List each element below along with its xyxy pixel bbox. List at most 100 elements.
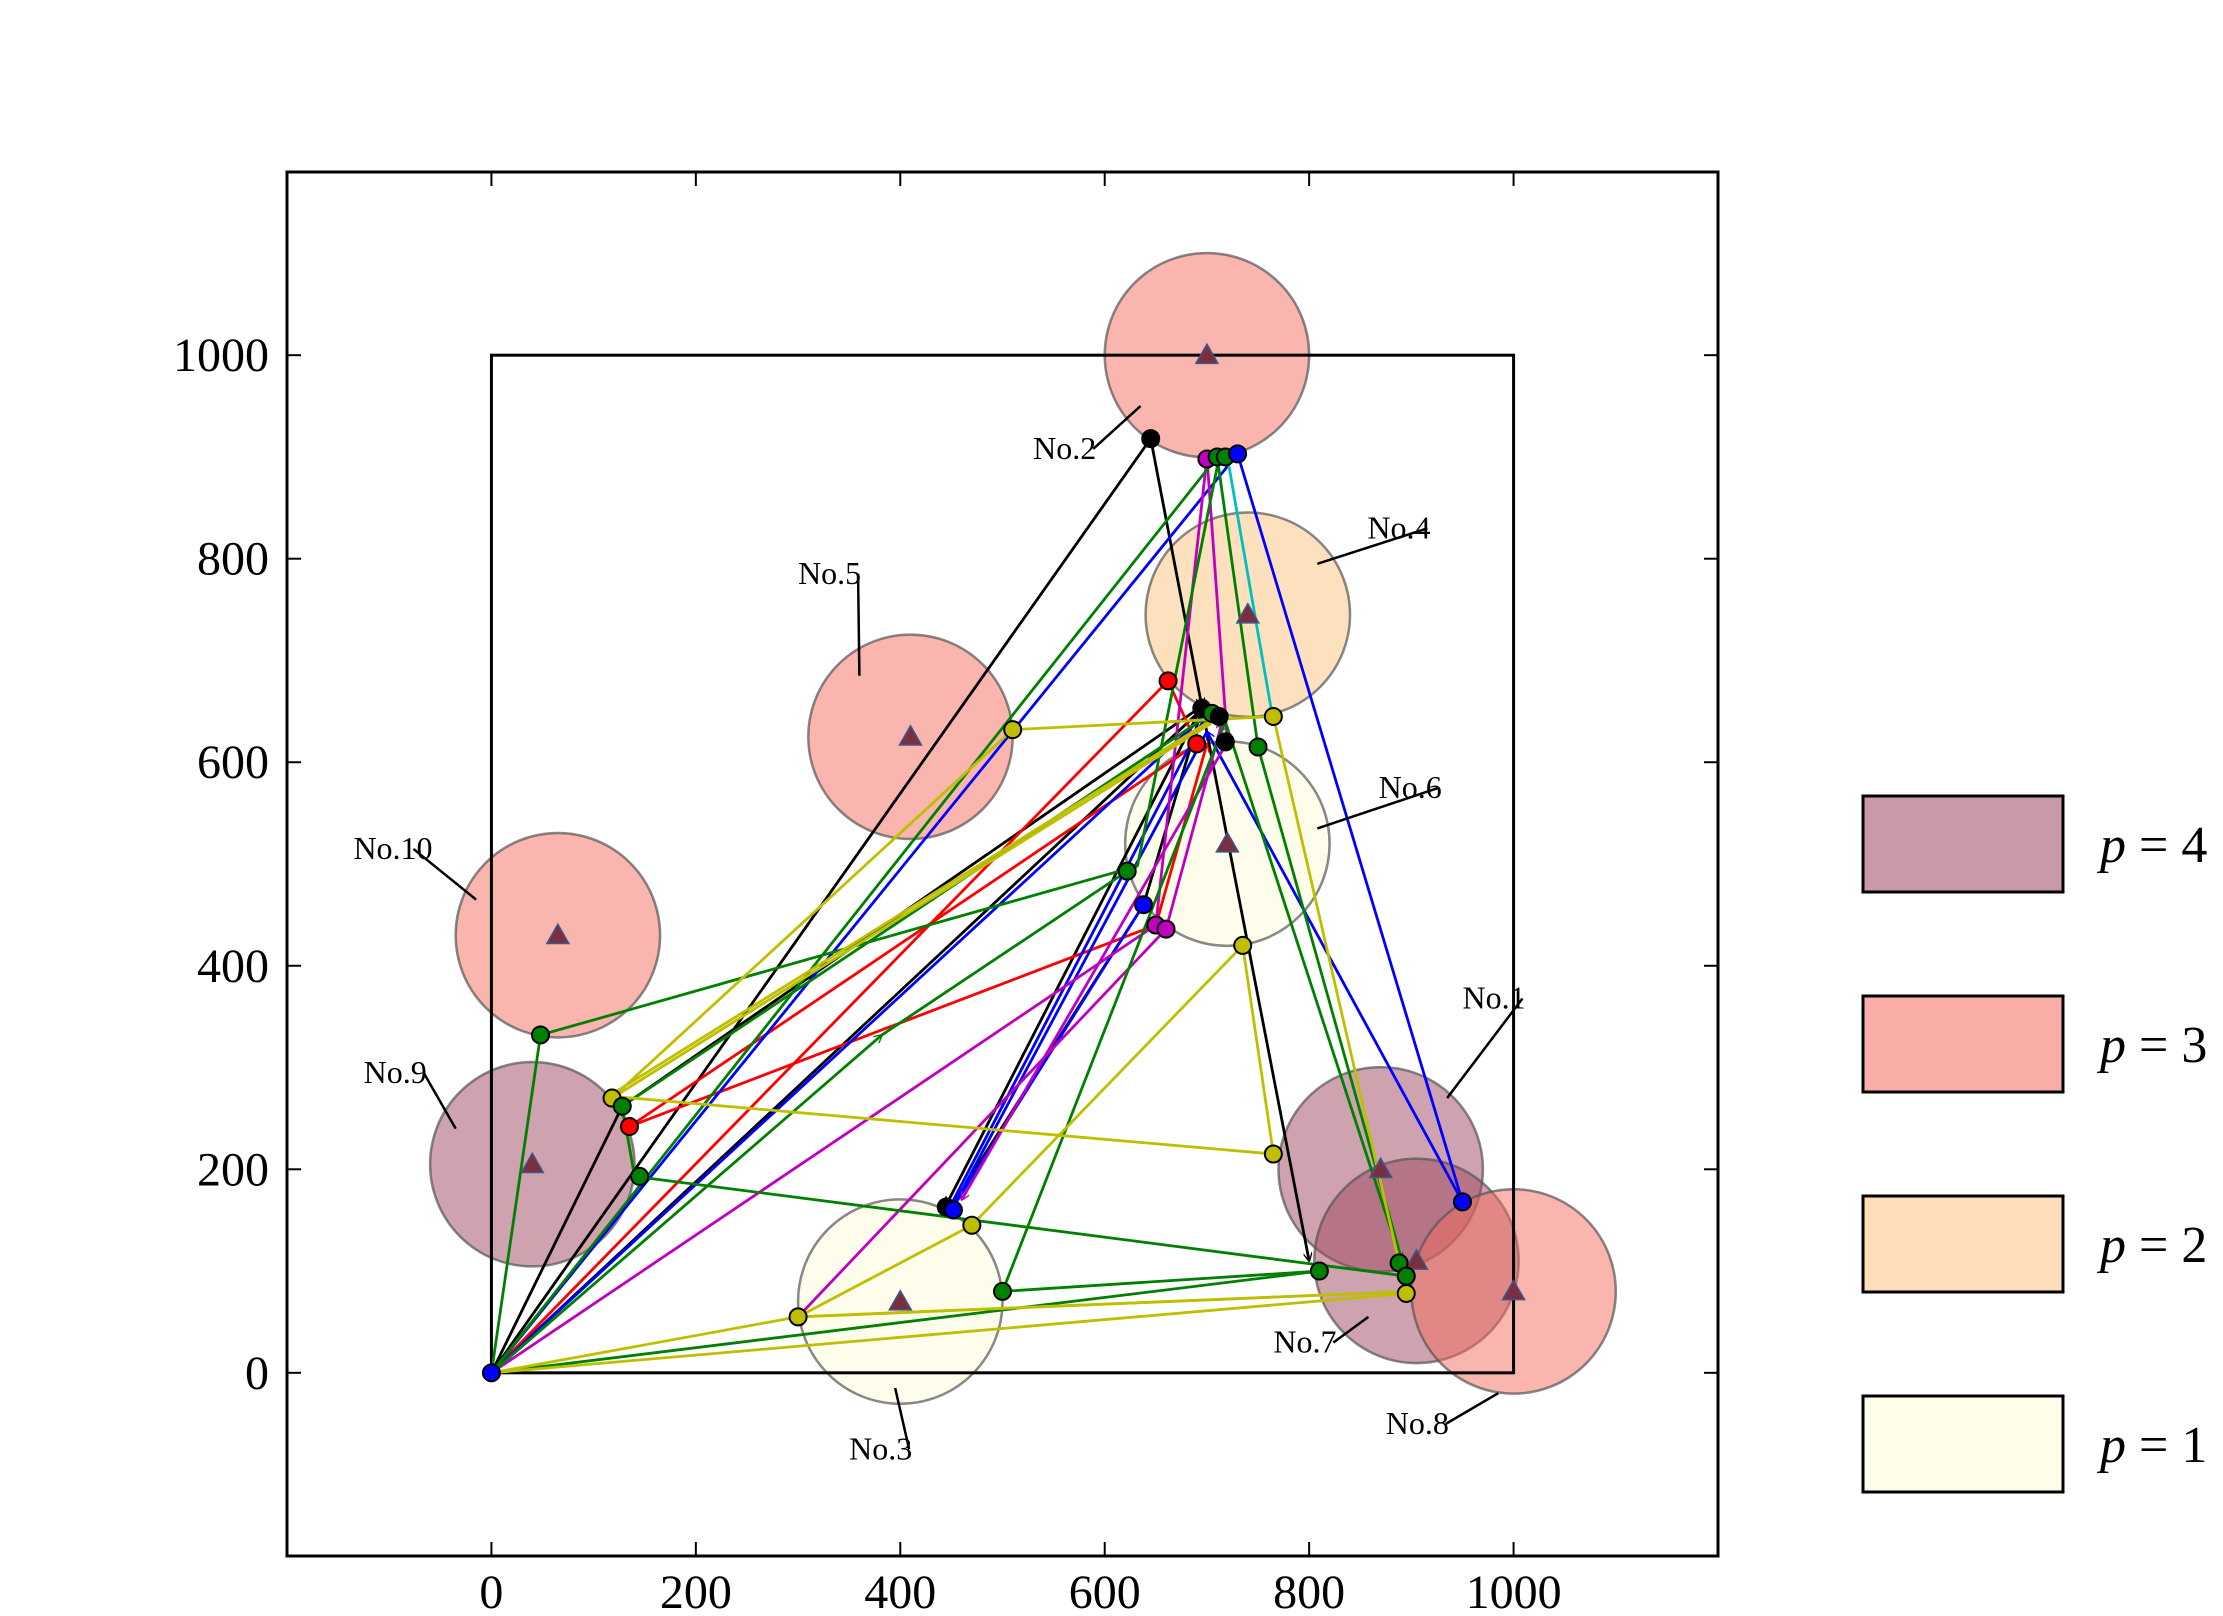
zone-leader-5 <box>856 574 861 676</box>
zone-label-9: No.9 <box>364 1054 427 1090</box>
path-5-segment-2 <box>1236 453 1463 1202</box>
waypoint-32 <box>1309 1261 1329 1281</box>
path-11-segment-2 <box>1215 456 1258 747</box>
waypoint-15 <box>1003 720 1023 740</box>
path-11-segment-4 <box>635 1176 1407 1278</box>
path-4-segment-1 <box>490 681 1168 1374</box>
waypoint-31 <box>1263 1144 1283 1164</box>
zone-leader-3 <box>893 1387 911 1450</box>
waypoint-34 <box>1396 1266 1416 1286</box>
path-6-segment-2 <box>948 712 1209 1208</box>
zone-label-6: No.6 <box>1379 769 1442 805</box>
waypoint-24 <box>619 1117 639 1137</box>
zone-center-marker-7 <box>1404 1248 1429 1270</box>
path-12-segment-1 <box>490 1035 540 1374</box>
path-14-segment-1 <box>491 1293 1406 1375</box>
y-tick-label-4: 600 <box>197 736 269 789</box>
path-10-segment-2 <box>1003 1269 1320 1291</box>
zone-leader-9 <box>422 1072 457 1130</box>
zone-center-marker-8 <box>1501 1278 1526 1301</box>
waypoint-17 <box>1134 895 1154 915</box>
waypoint-6 <box>1228 444 1248 464</box>
x-tick-label-2: 200 <box>660 1566 732 1616</box>
path-12-segment-2 <box>540 866 1137 1037</box>
zone-label-3: No.3 <box>849 1430 912 1466</box>
path-6-segment-1 <box>490 713 1207 1374</box>
legend-swatch-p2 <box>1861 1194 2065 1294</box>
waypoint-30 <box>993 1281 1012 1301</box>
path-8-segment-1 <box>797 929 1166 1318</box>
waypoint-10 <box>1209 706 1229 726</box>
x-tick-label-6: 1000 <box>1466 1566 1562 1616</box>
waypoint-13 <box>1248 737 1268 757</box>
path-10-segment-4 <box>1223 721 1401 1261</box>
path-9-segment-2 <box>881 871 1127 1037</box>
legend-swatch-p3 <box>1861 994 2065 1094</box>
path-7-segment-2 <box>1154 457 1207 926</box>
path-14-segment-3 <box>1013 715 1274 729</box>
zone-leader-6 <box>1316 786 1440 830</box>
path-13-segment-4 <box>797 1224 972 1319</box>
path-12-segment-3 <box>1136 457 1219 867</box>
legend-layer: p = 4 p = 3 p = 2 p = 1 <box>1861 794 2207 1494</box>
x-tick-label-4: 600 <box>1069 1566 1141 1616</box>
waypoint-20 <box>1233 935 1253 955</box>
points-layer <box>481 342 1526 1383</box>
y-tick-label-5: 800 <box>197 533 269 586</box>
zone-leader-4 <box>1316 527 1428 565</box>
path-11-segment-1 <box>490 457 1217 1374</box>
boundary-layer <box>489 353 1516 1375</box>
axes-frame <box>285 170 1720 1558</box>
path-5-segment-3 <box>1205 732 1464 1203</box>
labels-layer: No.1 No.2 No.3 No.4 No.5 No.6 No.7 No.8 No.9 No.1… <box>353 405 1526 1466</box>
waypoint-1 <box>481 1363 501 1383</box>
axes-layer: 0 200 400 600 800 1000 0 200 400 600 800 1000 <box>173 170 1720 1616</box>
legend-label-p4: p = 4 <box>2096 817 2207 874</box>
waypoint-28 <box>962 1215 982 1235</box>
zone-center-marker-6 <box>1215 831 1240 853</box>
path-13-segment-7 <box>609 1096 1274 1156</box>
legend-label-p2: p = 2 <box>2096 1217 2207 1274</box>
zone-center-marker-3 <box>887 1289 913 1311</box>
waypoint-7 <box>1158 671 1178 691</box>
x-tick-label-5: 800 <box>1273 1566 1345 1616</box>
boundary-rect <box>489 353 1516 1375</box>
path-10-segment-3 <box>1001 722 1226 1292</box>
y-tick-label-1: 0 <box>245 1347 269 1400</box>
waypoint-36 <box>1452 1192 1472 1212</box>
path-11-segment-5 <box>622 1106 636 1177</box>
y-tick-label-3: 400 <box>197 940 269 993</box>
zone-center-marker-4 <box>1235 602 1261 624</box>
path-14-segment-2 <box>1273 716 1408 1294</box>
path-13-segment-6 <box>1241 945 1274 1154</box>
zone-leader-10 <box>412 847 477 901</box>
y-tick-label-6: 1000 <box>173 329 269 382</box>
zone-leader-2 <box>1092 405 1142 450</box>
zone-label-5: No.5 <box>798 555 861 591</box>
zone-center-marker-1 <box>1368 1156 1393 1179</box>
path-13-segment-1 <box>491 1317 798 1375</box>
path-2-segment-2 <box>1149 438 1202 707</box>
path-4-segment-3 <box>629 742 1198 1127</box>
waypoint-11 <box>1187 734 1207 754</box>
path-7-segment-1 <box>490 925 1155 1374</box>
waypoint-2 <box>1141 429 1161 449</box>
zone-label-7: No.7 <box>1273 1323 1336 1359</box>
path-15-segment-1 <box>1225 456 1273 722</box>
path-5-segment-5 <box>950 905 1143 1211</box>
waypoint-25 <box>630 1166 650 1186</box>
waypoint-23 <box>612 1096 632 1116</box>
path-1-segment-3 <box>1200 705 1309 1261</box>
paths-layer <box>490 438 1464 1375</box>
y-tick-label-2: 200 <box>197 1143 269 1196</box>
waypoint-27 <box>943 1200 963 1220</box>
zone-label-4: No.4 <box>1367 509 1430 545</box>
zone-leader-1 <box>1446 997 1524 1099</box>
path-13-segment-5 <box>970 945 1243 1227</box>
waypoint-35 <box>1396 1283 1416 1303</box>
legend-label-p1: p = 1 <box>2096 1417 2207 1474</box>
path-14-segment-5 <box>611 716 1222 1100</box>
waypoint-21 <box>530 1025 550 1045</box>
zone-center-marker-10 <box>545 922 571 945</box>
